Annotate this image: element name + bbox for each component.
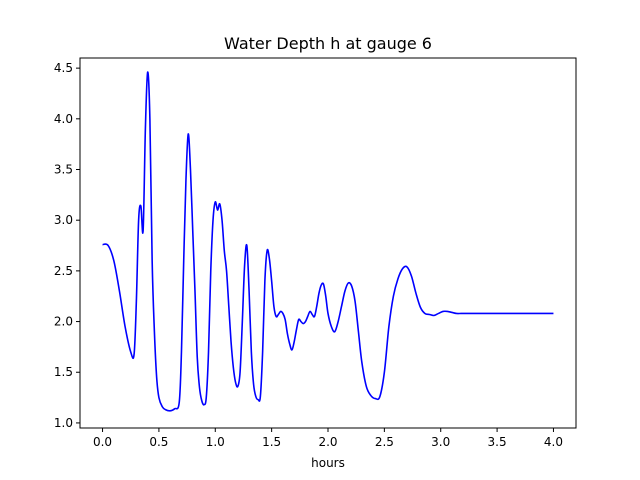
chart-title: Water Depth h at gauge 6: [224, 34, 432, 53]
y-axis: 1.0 1.5 2.0 2.5 3.0 3.5 4.0 4.5: [54, 61, 80, 430]
x-axis-label: hours: [311, 456, 345, 470]
plot-area: [80, 58, 576, 428]
x-tick-label: 2.0: [318, 435, 337, 449]
y-tick-label: 3.0: [54, 213, 73, 227]
y-tick-label: 4.0: [54, 112, 73, 126]
series-layer: [102, 71, 554, 412]
y-tick-label: 2.0: [54, 315, 73, 329]
x-axis: 0.0 0.5 1.0 1.5 2.0 2.5 3.0 3.5 4.0: [93, 428, 563, 449]
plot-frame: [79, 57, 577, 429]
series-line: [102, 71, 554, 412]
y-tick-label: 2.5: [54, 264, 73, 278]
y-tick-label: 3.5: [54, 163, 73, 177]
x-tick-label: 0.0: [93, 435, 112, 449]
x-tick-label: 3.5: [488, 435, 507, 449]
y-tick-label: 4.5: [54, 61, 73, 75]
x-tick-label: 4.0: [544, 435, 563, 449]
x-tick-label: 3.0: [431, 435, 450, 449]
y-tick-label: 1.0: [54, 416, 73, 430]
x-tick-label: 2.5: [375, 435, 394, 449]
x-tick-label: 0.5: [149, 435, 168, 449]
y-tick-label: 1.5: [54, 365, 73, 379]
x-tick-label: 1.5: [262, 435, 281, 449]
x-tick-label: 1.0: [206, 435, 225, 449]
